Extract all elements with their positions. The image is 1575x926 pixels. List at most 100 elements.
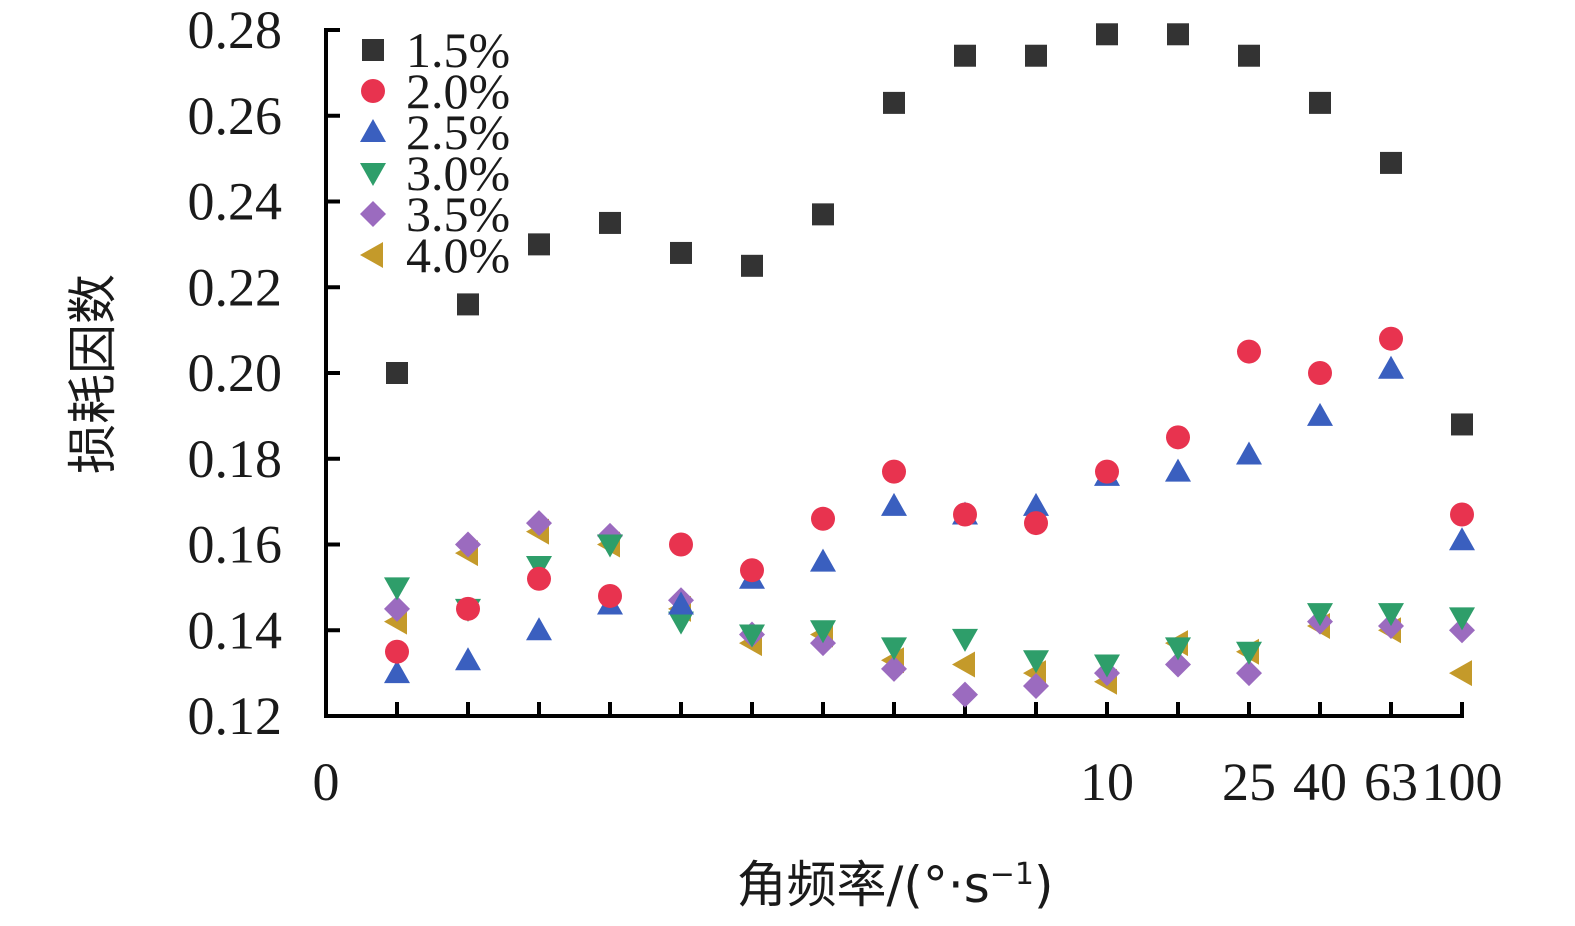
legend-label: 4.0% [406,227,510,283]
data-point-2-5pct [526,617,552,641]
data-point-1-5pct [386,362,408,384]
data-point-3-0pct [952,628,978,652]
data-point-3-5pct [455,531,481,558]
x-axis-title-close: ) [1034,856,1054,914]
data-point-1-5pct [1451,413,1473,436]
x-tick-label: 0 [313,752,340,812]
data-point-1-5pct [954,44,976,67]
y-tick-labels: 0.12 0.14 0.16 0.18 0.20 0.22 0.24 0.26 0.28 [188,0,283,746]
data-point-3-0pct [668,611,694,635]
data-point-2-0pct [740,558,764,583]
x-tick-label: 25 [1222,752,1276,812]
data-point-2-5pct [1236,441,1262,465]
data-point-3-5pct [526,510,552,537]
data-point-3-0pct [1449,607,1475,631]
data-point-4-0pct [1449,660,1472,687]
x-axis-title-main: 角频率/(°·s [736,856,989,914]
data-point-1-5pct [1238,44,1260,67]
data-point-3-0pct [1023,650,1049,674]
legend-label: 3.0% [406,145,510,201]
x-tick-label: 63 [1364,752,1418,812]
x-tick-label: 40 [1293,752,1347,812]
data-point-1-5pct [528,233,550,256]
data-point-2-5pct [881,492,907,516]
data-point-1-5pct [457,293,479,316]
data-point-1-5pct [670,241,692,264]
data-point-2-0pct [1024,511,1048,536]
data-point-2-0pct [527,566,551,591]
data-point-3-5pct [1165,651,1191,678]
y-tick-label: 0.20 [188,343,283,403]
data-point-3-0pct [1378,603,1404,627]
y-tick-label: 0.28 [188,0,283,60]
legend-marker [362,39,384,61]
data-point-3-5pct [952,681,978,708]
data-point-3-0pct [881,637,907,661]
data-point-1-5pct [1096,23,1118,46]
y-tick-label: 0.26 [188,86,283,146]
data-point-2-0pct [1095,459,1119,484]
data-point-1-5pct [812,203,834,226]
data-point-2-5pct [1023,492,1049,516]
chart-axes [324,28,1464,718]
data-point-2-5pct [1378,355,1404,379]
data-point-3-5pct [1236,660,1262,687]
data-point-4-0pct [952,651,975,678]
data-point-3-5pct [881,655,907,682]
y-tick-label: 0.16 [188,515,283,575]
data-point-2-5pct [384,660,410,684]
data-point-3-5pct [1023,672,1049,699]
data-point-3-0pct [384,577,410,601]
legend-label: 3.5% [406,186,510,242]
y-tick-label: 0.24 [188,172,283,232]
y-tick-label: 0.18 [188,429,283,489]
data-point-3-0pct [1307,603,1333,627]
data-point-2-0pct [1379,326,1403,351]
x-tick-labels: 0 10 25 40 63 100 [313,752,1503,812]
data-point-1-5pct [1309,91,1331,114]
data-point-2-0pct [882,459,906,484]
data-point-2-5pct [1165,458,1191,482]
x-tick-label: 10 [1080,752,1134,812]
legend-label: 2.5% [406,104,510,160]
y-tick-label: 0.22 [188,257,283,317]
y-tick-label: 0.14 [188,600,283,660]
data-point-2-0pct [1237,339,1261,364]
legend-marker [361,79,385,103]
data-point-2-0pct [953,502,977,527]
data-point-2-0pct [385,639,409,664]
x-axis-title: 角频率/(°·s−1) [736,856,1053,914]
data-point-3-0pct [810,620,836,644]
data-point-3-0pct [597,534,623,558]
data-point-3-0pct [1094,654,1120,678]
legend-marker [360,201,386,227]
data-point-1-5pct [1167,23,1189,46]
data-point-2-5pct [668,591,694,615]
y-tick-label: 0.12 [188,686,283,746]
x-axis-title-superscript: −1 [990,857,1034,892]
data-point-3-0pct [739,624,765,648]
data-point-2-5pct [1449,527,1475,551]
data-point-3-0pct [1165,637,1191,661]
legend-marker [360,163,386,186]
data-point-2-5pct [455,647,481,671]
data-point-1-5pct [599,211,621,234]
data-point-1-5pct [1025,44,1047,67]
legend-label: 2.0% [406,63,510,119]
data-point-2-0pct [598,583,622,608]
data-point-2-0pct [1166,425,1190,450]
data-point-3-0pct [1236,641,1262,665]
legend: 1.5%2.0%2.5%3.0%3.5%4.0% [360,22,510,283]
legend-label: 1.5% [406,22,510,78]
data-point-1-5pct [741,254,763,277]
data-point-2-0pct [811,506,835,531]
x-tick-label: 100 [1422,752,1503,812]
data-point-2-0pct [1450,502,1474,527]
y-axis-title: 损耗因数 [64,274,122,474]
legend-marker [360,242,383,268]
data-point-2-0pct [669,532,693,557]
data-point-1-5pct [1380,151,1402,174]
data-point-3-5pct [384,595,410,622]
data-point-1-5pct [883,91,905,114]
